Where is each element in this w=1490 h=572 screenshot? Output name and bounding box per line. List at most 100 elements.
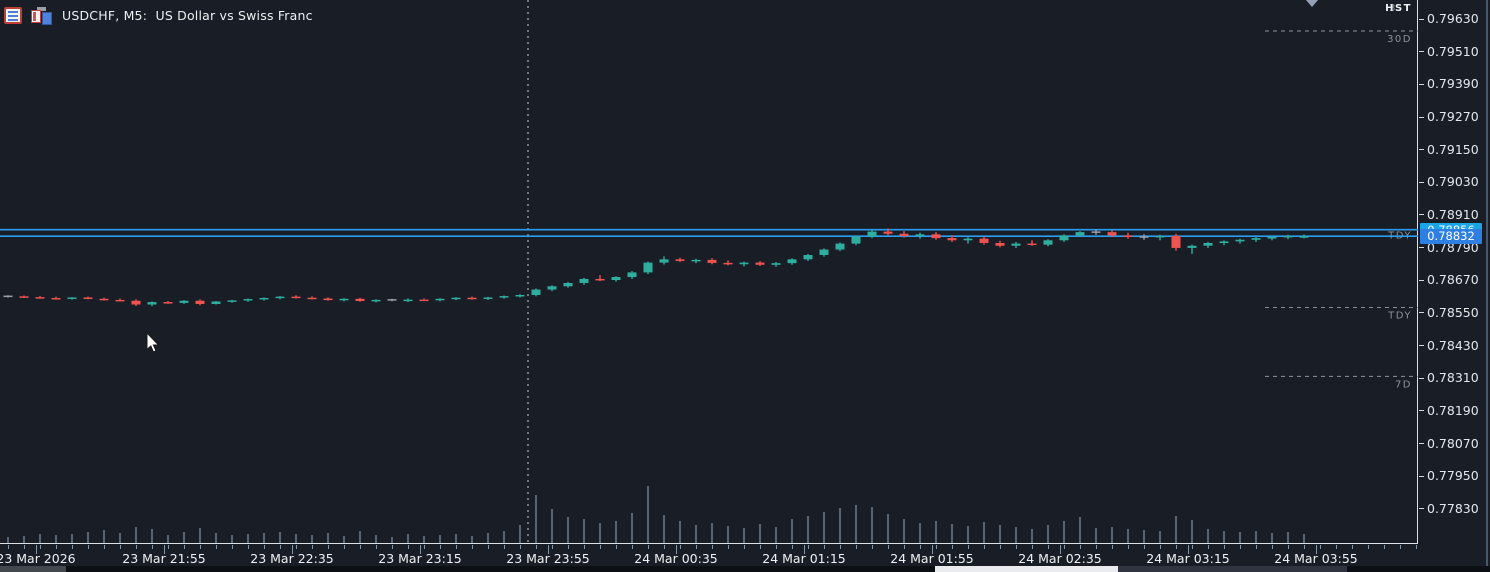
time-minor-tick [856,545,857,549]
volume-bar [23,536,25,543]
volume-bar [359,531,361,543]
time-major-tick [676,545,677,554]
candle-body [323,298,333,301]
candle-body [1251,238,1261,240]
candle-body [99,298,109,301]
time-minor-tick [968,545,969,549]
volume-bar [599,523,601,543]
volume-bar [503,531,505,543]
time-minor-tick [104,545,105,549]
time-minor-tick [1048,545,1049,549]
price-tick-label: 0.79630 [1427,11,1479,27]
candle-body [723,262,733,265]
time-minor-tick [1080,545,1081,549]
volume-bar [871,507,873,543]
volume-bar [743,528,745,543]
time-axis[interactable]: 23 Mar 2026 23 Mar 21:55 23 Mar 22:35 23 Ma… [0,545,1420,566]
price-tick [1419,116,1424,118]
time-minor-tick [728,545,729,549]
volume-bar [775,527,777,543]
time-minor-tick [8,545,9,549]
chart-header: USDCHF, M5: US Dollar vs Swiss Franc [4,5,313,25]
time-minor-tick [808,545,809,549]
volume-bar [1063,521,1065,543]
time-minor-tick [424,545,425,549]
volume-bar [567,517,569,543]
candle-body [611,277,621,281]
time-minor-tick [408,545,409,549]
volume-bar [631,513,633,543]
background-window-sliver [0,566,66,572]
candle-body [851,236,861,244]
chart-plot-area[interactable]: 3 HST 30D TDY TDY 7D [0,0,1418,544]
volume-bar [311,535,313,543]
price-tick [1419,410,1424,412]
candle-body [211,301,221,304]
volume-bar [807,516,809,543]
volume-bar [1159,531,1161,543]
candle-body [35,297,45,299]
volume-bar [1031,529,1033,543]
price-tick [1419,345,1424,347]
candle-body [739,262,749,265]
candle-body [547,286,557,290]
time-minor-tick [1240,545,1241,549]
price-tick-label: 0.78670 [1427,272,1479,288]
time-minor-tick [1016,545,1017,549]
candle-body [835,243,845,250]
time-tick-label: 24 Mar 01:55 [890,551,974,566]
time-minor-tick [328,545,329,549]
candle-body [1075,232,1085,236]
volume-bar [1015,527,1017,543]
time-minor-tick [600,545,601,549]
volume-bar [1223,531,1225,543]
time-tick-label: 23 Mar 22:35 [250,551,334,566]
volume-bar [647,486,649,543]
volume-bar [375,535,377,543]
candle-body [595,278,605,281]
price-tick [1419,214,1424,216]
candle-body [19,296,29,298]
volume-bar [167,535,169,543]
price-tick [1419,312,1424,314]
candle-doji-body [3,295,13,298]
candle-body [291,296,301,299]
price-tick [1419,18,1424,20]
volume-bar [1127,529,1129,543]
chart-end-marker-icon[interactable] [1306,0,1318,7]
candle-body [1235,239,1245,242]
volume-bar [615,521,617,543]
time-minor-tick [120,545,121,549]
volume-bar [711,523,713,543]
volume-bar [999,525,1001,543]
volume-bar [887,514,889,543]
price-tick-label: 0.78550 [1427,304,1479,320]
time-minor-tick [488,545,489,549]
time-major-tick [932,545,933,554]
time-minor-tick [1384,545,1385,549]
candle-doji-body [387,299,397,301]
price-tick-label: 0.79150 [1427,141,1479,157]
chart-window-icon[interactable] [31,6,53,25]
time-minor-tick [888,545,889,549]
candle-body [707,259,717,263]
time-major-tick [164,545,165,554]
candle-body [787,259,797,264]
time-tick-label: 23 Mar 2026 [0,551,76,566]
quotes-table-icon[interactable] [4,6,22,24]
volume-bar [935,521,937,543]
candle-body [1043,240,1053,245]
time-minor-tick [40,545,41,549]
time-minor-tick [936,545,937,549]
time-minor-tick [840,545,841,549]
candle-body [467,297,477,300]
candle-body [1203,243,1213,246]
price-tick [1419,475,1424,477]
price-axis[interactable]: 0.79630 0.79510 0.79390 0.79270 0.79150 0.790… [1419,0,1486,566]
volume-bar [55,535,57,543]
price-tick-label: 0.79270 [1427,109,1479,125]
icon-page-red [31,9,41,23]
time-minor-tick [472,545,473,549]
volume-bar [679,521,681,543]
